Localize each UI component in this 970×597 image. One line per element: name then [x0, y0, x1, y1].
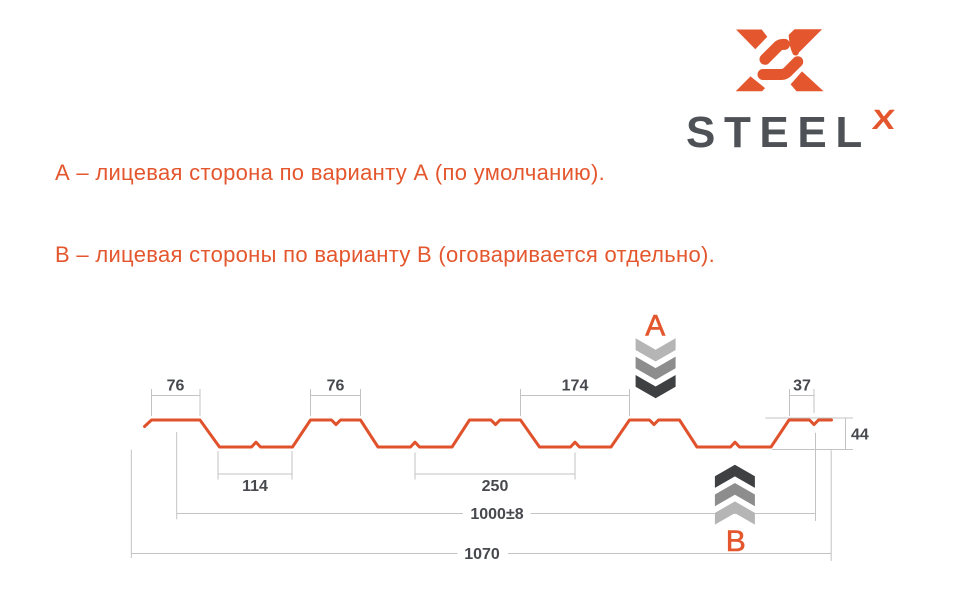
dimension-texts: 76 76 174 37 114 250 1000±8 1070 44	[167, 378, 869, 564]
variant-a-chevrons	[635, 338, 676, 399]
variant-b-chevrons	[714, 464, 755, 525]
dim-edge-crest: 37	[793, 378, 811, 395]
chevron-mid	[635, 356, 676, 380]
dim-height: 44	[851, 427, 869, 444]
legend-line-b: В – лицевая стороны по варианту В (огова…	[55, 242, 716, 267]
logo-top-right-arm	[788, 29, 823, 56]
logo-top-left-arm	[736, 29, 768, 50]
dim-crest2: 76	[327, 378, 345, 395]
logo-s-lower-bar	[757, 56, 804, 80]
dim-working-width: 1000±8	[470, 506, 523, 523]
variant-b-label: В	[726, 525, 746, 558]
dim-valley: 114	[242, 478, 268, 495]
dim-overall-width: 1070	[464, 546, 500, 563]
logo-bottom-left-arm	[735, 76, 766, 92]
dim-between-crests: 174	[562, 378, 589, 395]
logo-s-upper-bar	[759, 38, 790, 65]
extension-lines	[130, 389, 853, 561]
chevron-dark	[714, 464, 755, 488]
dim-pitch: 250	[482, 478, 509, 495]
dim-crest1: 76	[167, 378, 185, 395]
brand-wordmark: STEEL	[686, 108, 871, 157]
logo-bottom-right-arm	[790, 71, 824, 92]
variant-a-label: А	[645, 310, 665, 343]
dimension-lines	[131, 395, 846, 554]
legend-line-a: А – лицевая сторона по варианту А (по ум…	[55, 159, 605, 185]
chevron-dark	[635, 375, 676, 399]
chevron-light	[714, 501, 755, 525]
steelx-logo-icon	[735, 29, 824, 92]
chevron-light	[635, 338, 676, 362]
chevron-mid	[714, 483, 755, 507]
sheet-profile-line	[143, 418, 833, 449]
